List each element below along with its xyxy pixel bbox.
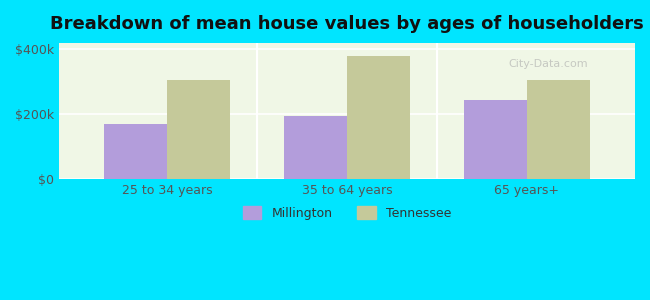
Title: Breakdown of mean house values by ages of householders: Breakdown of mean house values by ages o…: [50, 15, 644, 33]
Bar: [464, 100, 527, 179]
Bar: [167, 80, 230, 179]
Bar: [347, 56, 410, 179]
Legend: Millington, Tennessee: Millington, Tennessee: [237, 202, 456, 225]
Bar: [104, 124, 167, 179]
Bar: [284, 116, 347, 179]
Text: City-Data.com: City-Data.com: [508, 59, 588, 70]
Bar: [527, 80, 590, 179]
